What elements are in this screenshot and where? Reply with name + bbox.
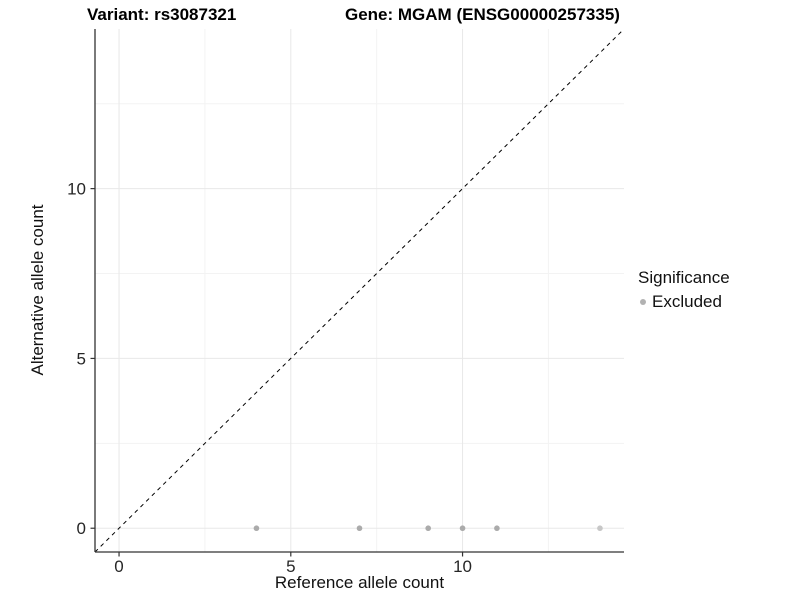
x-axis-tick-label: 10	[453, 557, 472, 576]
plot-title-variant: Variant: rs3087321	[87, 5, 237, 24]
data-point	[356, 525, 363, 532]
plot-title-gene: Gene: MGAM (ENSG00000257335)	[345, 5, 620, 24]
y-axis-title: Alternative allele count	[28, 204, 47, 376]
y-axis-tick-label: 10	[67, 180, 86, 199]
legend-point-icon	[640, 299, 646, 305]
data-point	[459, 525, 466, 532]
y-axis-tick-label: 5	[77, 349, 86, 368]
data-point	[425, 525, 432, 532]
x-axis-tick-label: 0	[114, 557, 123, 576]
legend: Significance Excluded	[638, 268, 730, 312]
x-axis-title: Reference allele count	[274, 573, 445, 592]
legend-item-excluded: Excluded	[638, 292, 730, 312]
data-point	[494, 525, 500, 532]
y-axis-tick-label: 0	[77, 519, 86, 538]
data-point	[597, 525, 603, 532]
legend-item-label: Excluded	[652, 292, 722, 311]
x-axis-tick-label: 5	[286, 557, 295, 576]
identity-dashed-line	[94, 28, 625, 553]
legend-title: Significance	[638, 268, 730, 287]
data-point	[253, 525, 260, 532]
